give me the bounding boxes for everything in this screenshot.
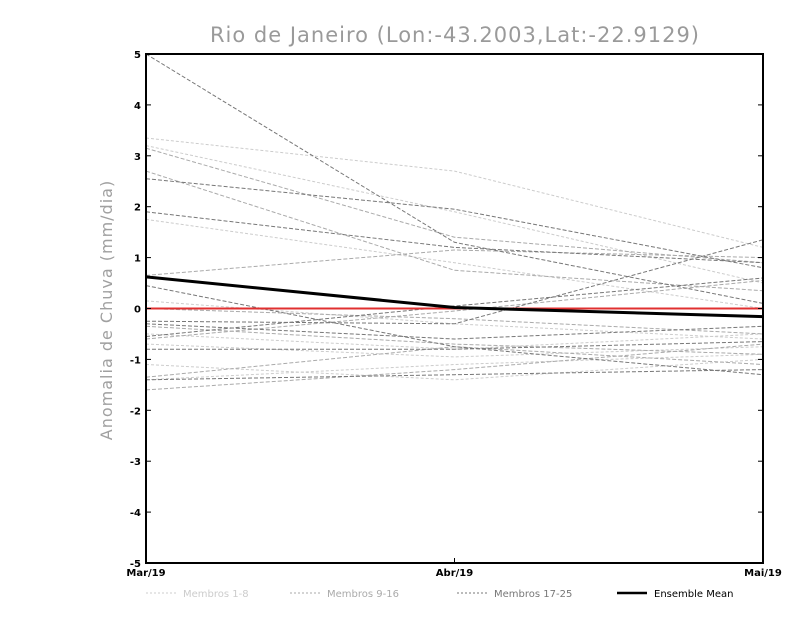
y-tick-label: 3: [134, 152, 141, 163]
member-line-g1-1: [145, 137, 764, 248]
member-line-g3-4: [145, 285, 764, 376]
legend-label-2: Membros 9-16: [327, 589, 399, 600]
member-line-g3-2: [145, 178, 764, 269]
member-line-g1-8: [145, 353, 764, 381]
y-tick-label: 0: [134, 305, 141, 316]
member-line-g2-4: [145, 308, 764, 335]
member-line-g1-3: [145, 218, 764, 309]
y-tick-label: -3: [130, 457, 141, 468]
member-line-g3-6: [145, 323, 764, 340]
y-tick-label: -4: [130, 508, 141, 519]
x-ticks: Mar/19 Abr/19 Mai/19: [126, 558, 782, 579]
member-line-g1-2: [145, 145, 764, 284]
series-layer: [145, 53, 764, 391]
member-line-g3-9: [145, 369, 764, 381]
member-line-g2-1: [145, 147, 764, 264]
legend-label-1: Membros 1-8: [183, 589, 249, 600]
y-axis-label: Anomalia de Chuva (mm/dia): [97, 180, 116, 440]
ensemble-mean-layer: [145, 275, 764, 319]
y-ticks: 5 4 3 2 1 0 -1 -2 -3 -4 -5: [130, 50, 763, 570]
y-tick-label: -5: [130, 559, 141, 570]
member-line-g3-5: [145, 239, 764, 325]
y-tick-label: 2: [134, 203, 141, 214]
member-line-g3-8: [146, 341, 764, 350]
member-line-g1-7: [145, 358, 764, 381]
chart-title: Rio de Janeiro (Lon:-43.2003,Lat:-22.912…: [210, 23, 700, 47]
y-tick-label: -1: [130, 355, 141, 366]
member-line-g2-5: [145, 325, 764, 355]
y-tick-label: 4: [134, 101, 141, 112]
legend: Membros 1-8 Membros 9-16 Membros 17-25 Ense…: [146, 589, 733, 600]
legend-label-3: Membros 17-25: [494, 589, 572, 600]
y-tick-label: 5: [134, 50, 141, 61]
member-line-g1-5: [145, 333, 764, 350]
member-line-g3-7: [145, 277, 764, 337]
member-line-g3-1: [145, 53, 764, 304]
member-line-g2-2: [145, 170, 764, 292]
legend-label-4: Ensemble Mean: [654, 589, 733, 600]
member-line-g1-4: [145, 300, 764, 340]
member-line-g2-3: [145, 249, 764, 276]
y-tick-label: -2: [130, 406, 141, 417]
x-tick-label: Mai/19: [744, 568, 782, 579]
member-line-g2-7: [145, 346, 764, 378]
ensemble-mean-line: [145, 275, 764, 319]
x-tick-label: Abr/19: [436, 568, 473, 579]
x-tick-label: Mar/19: [126, 568, 165, 579]
member-line-g2-6: [145, 280, 764, 340]
y-tick-label: 1: [134, 254, 141, 265]
member-line-g2-8: [145, 343, 764, 391]
member-line-g1-6: [145, 343, 764, 358]
member-line-g3-3: [145, 211, 764, 264]
